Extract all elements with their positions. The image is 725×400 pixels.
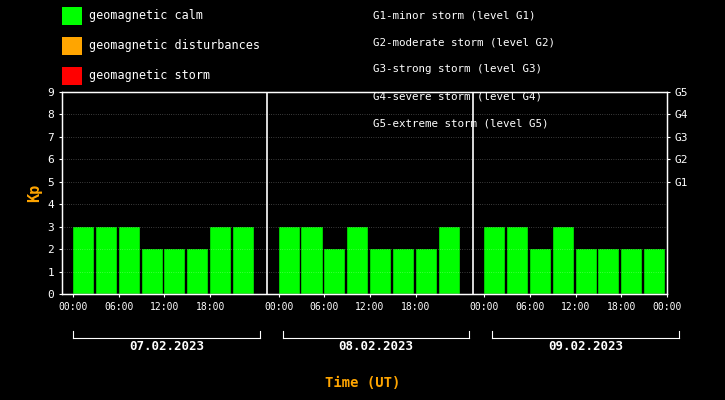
Bar (507, 227, 528, 294)
Bar (73, 227, 94, 294)
Bar (96, 227, 117, 294)
Text: Time (UT): Time (UT) (325, 376, 400, 390)
Bar (233, 227, 254, 294)
Text: geomagnetic disturbances: geomagnetic disturbances (89, 39, 260, 52)
Bar (119, 227, 140, 294)
Bar (210, 227, 231, 294)
Bar (484, 227, 505, 294)
Text: 07.02.2023: 07.02.2023 (129, 340, 204, 352)
Text: G3-strong storm (level G3): G3-strong storm (level G3) (373, 64, 542, 74)
Bar (187, 249, 208, 294)
Text: geomagnetic storm: geomagnetic storm (89, 69, 210, 82)
Text: 08.02.2023: 08.02.2023 (339, 340, 413, 352)
Text: G1-minor storm (level G1): G1-minor storm (level G1) (373, 10, 536, 20)
Bar (576, 249, 597, 294)
Bar (302, 227, 323, 294)
Bar (644, 249, 665, 294)
Text: G5-extreme storm (level G5): G5-extreme storm (level G5) (373, 119, 549, 129)
Bar (415, 249, 436, 294)
Bar (530, 249, 551, 294)
Bar (347, 227, 368, 294)
Bar (598, 249, 619, 294)
Text: G4-severe storm (level G4): G4-severe storm (level G4) (373, 92, 542, 102)
Bar (552, 227, 573, 294)
Bar (141, 249, 162, 294)
Bar (621, 249, 642, 294)
Bar (439, 227, 460, 294)
Y-axis label: Kp: Kp (27, 184, 41, 202)
Bar (165, 249, 186, 294)
Bar (278, 227, 299, 294)
Bar (370, 249, 391, 294)
Bar (393, 249, 414, 294)
Text: geomagnetic calm: geomagnetic calm (89, 9, 203, 22)
Text: 09.02.2023: 09.02.2023 (548, 340, 623, 352)
Bar (324, 249, 345, 294)
Text: G2-moderate storm (level G2): G2-moderate storm (level G2) (373, 37, 555, 47)
